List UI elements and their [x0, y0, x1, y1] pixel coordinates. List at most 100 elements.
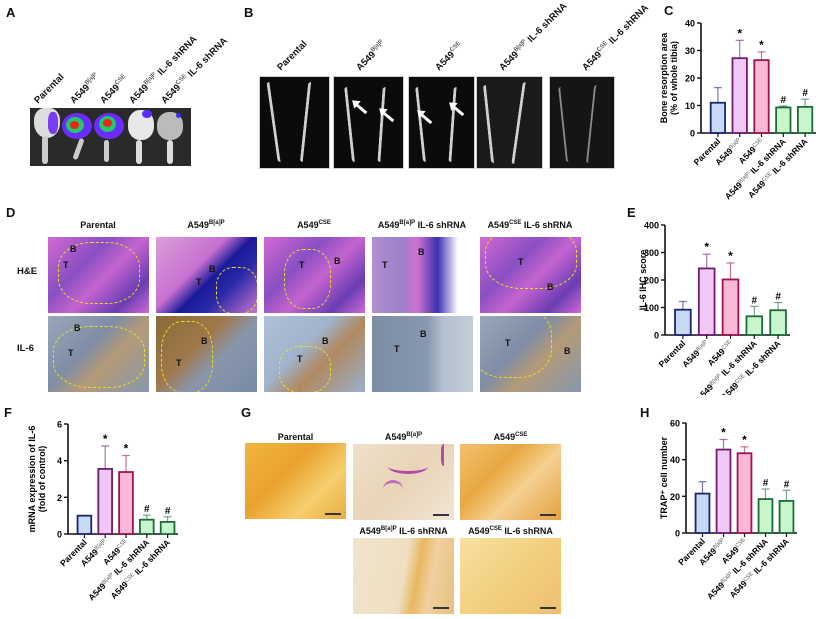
he-image-a549-bap: B T — [156, 237, 257, 313]
y-tick-label: 2 — [57, 493, 62, 503]
bar — [97, 468, 113, 535]
g-label: A549CSE — [493, 432, 528, 442]
bar — [753, 59, 770, 134]
trap-image-a549-bap-il6 — [353, 538, 454, 614]
significance-mark: * — [103, 432, 108, 446]
g-label: Parental — [277, 432, 314, 442]
panel-label-d: D — [6, 205, 16, 220]
he-image-a549-cse-il6: T B — [480, 237, 581, 313]
y-axis-label: (fold of control) — [37, 446, 47, 512]
y-tick-label: 6 — [57, 420, 62, 430]
ihc-image-a549-cse-il6: T B — [480, 316, 581, 392]
y-axis-label: (% of whole tibia) — [669, 41, 679, 115]
bar — [674, 308, 692, 336]
panel-label-e: E — [627, 205, 636, 220]
y-tick-label: 4 — [57, 456, 62, 466]
y-tick-label: 0 — [690, 129, 695, 139]
bar — [769, 309, 787, 336]
significance-mark: * — [759, 38, 764, 52]
xray-a549-bap-il6-shrna — [476, 76, 543, 169]
significance-mark: # — [781, 95, 787, 106]
chart-c-bone-resorption: 0 10 20 30 40 Bone resorption area (% of whole… — [660, 19, 816, 200]
d-col-label: A549CSE — [297, 220, 331, 230]
significance-mark: * — [737, 26, 742, 40]
significance-mark: # — [802, 88, 808, 99]
bar — [159, 521, 176, 535]
panel-label-h: H — [640, 405, 650, 420]
y-tick-label: 60 — [670, 419, 680, 429]
bar — [775, 106, 792, 134]
bar — [118, 471, 134, 535]
b-col-label: A549CSE — [433, 40, 463, 74]
trap-image-a549-cse-il6 — [460, 538, 561, 614]
xray-a549-cse — [408, 76, 475, 169]
a-col-label: Parental — [32, 71, 67, 106]
bar — [694, 492, 711, 534]
panel-label-c: C — [664, 3, 674, 18]
y-tick-label: 200 — [644, 276, 659, 286]
significance-mark: # — [165, 506, 171, 517]
bar — [697, 267, 716, 336]
y-tick-label: 10 — [685, 101, 695, 111]
g-label: A549CSE IL-6 shRNA — [468, 526, 553, 536]
b-col-label: A549CSE IL-6 shRNA — [580, 2, 651, 74]
bar — [778, 500, 795, 534]
significance-mark: # — [144, 504, 150, 515]
xray-a549-cse-il6-shrna — [549, 76, 615, 169]
trap-image-a549-bap — [353, 444, 454, 520]
d-row-label-il6: IL-6 — [17, 343, 34, 354]
xray-parental — [259, 76, 330, 169]
y-tick-label: 0 — [675, 529, 680, 539]
b-col-label: Parental — [275, 38, 310, 73]
significance-mark: * — [704, 240, 709, 254]
bar — [797, 105, 814, 134]
y-tick-label: 20 — [670, 492, 680, 502]
d-row-label-he: H&E — [17, 266, 38, 277]
g-label: A549B[a]P IL-6 shRNA — [359, 526, 448, 536]
trap-image-a549-cse — [460, 444, 561, 520]
a-col-label: A549B[a]P — [68, 71, 99, 107]
ihc-image-a549-bap-il6: B T — [372, 316, 473, 392]
b-col-label: A549B[a]P — [354, 38, 385, 74]
he-image-a549-bap-il6: B T — [372, 237, 473, 313]
significance-mark: # — [763, 478, 769, 489]
y-tick-label: 300 — [644, 248, 659, 258]
b-col-label: A549B[a]P IL-6 shRNA — [497, 0, 570, 74]
he-image-parental: B T — [48, 237, 149, 313]
y-tick-label: 40 — [670, 455, 680, 465]
y-axis-label: mRNA expression of IL-6 — [27, 426, 37, 533]
d-col-label: A549B[a]P — [187, 220, 225, 230]
significance-mark: * — [728, 249, 733, 263]
xray-a549-bap — [333, 76, 404, 169]
panel-label-a: A — [6, 5, 16, 20]
panel-label-b: B — [244, 5, 254, 20]
y-axis-label: Bone resorption area — [660, 32, 669, 124]
panel-label-g: G — [241, 405, 252, 420]
d-col-label: A549CSE IL-6 shRNA — [487, 220, 573, 230]
ihc-image-a549-bap: B T — [156, 316, 257, 392]
y-tick-label: 0 — [57, 530, 62, 540]
significance-mark: # — [784, 479, 790, 490]
bar — [715, 448, 732, 534]
a-col-label: A549CSE — [98, 73, 128, 107]
ihc-image-a549-cse: B T — [264, 316, 365, 392]
d-col-label: A549B[a]P IL-6 shRNA — [377, 220, 467, 230]
he-image-a549-cse: B T — [264, 237, 365, 313]
significance-mark: * — [124, 442, 129, 456]
bar — [709, 101, 726, 134]
bar — [731, 57, 748, 134]
chart-f-il6-mrna: 0 2 4 6 mRNA expression of IL-6 (fold of cont… — [27, 420, 178, 602]
bar — [76, 514, 93, 535]
d-col-label: Parental — [80, 220, 116, 230]
ihc-image-parental: B T — [48, 316, 149, 392]
bar — [139, 518, 155, 535]
y-tick-label: 100 — [644, 303, 659, 313]
bar — [745, 315, 764, 336]
g-label: A549B[a]P — [384, 432, 423, 442]
y-axis-label: TRAP⁺ cell number — [659, 436, 669, 519]
significance-mark: # — [775, 292, 781, 303]
y-axis-label: IL-6 IHC score — [638, 250, 648, 311]
bar — [757, 498, 774, 534]
